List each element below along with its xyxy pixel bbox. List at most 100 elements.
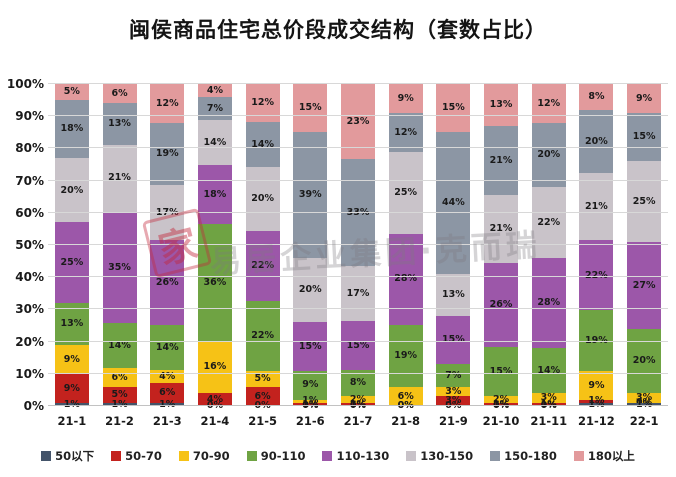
bar-segment: 8%: [340, 370, 375, 397]
bar-segment: 13%: [436, 274, 471, 316]
segment-label: 13%: [108, 118, 131, 130]
bar-column-21-5: 0%6% 5% 22% 22% 20% 14% 12%: [245, 84, 280, 410]
segment-label: 21%: [108, 172, 131, 184]
bar-segment: 15%: [293, 84, 328, 133]
segment-label: 1%: [588, 400, 604, 410]
legend-item: 110-130: [322, 449, 389, 463]
y-axis-tick: 20%: [15, 334, 44, 349]
segment-label: 20%: [251, 193, 274, 205]
bar-column-21-7: 0%1%2%8%15%17%33%23%: [340, 84, 375, 410]
bar-segment: 13%: [54, 302, 89, 345]
x-axis-label: 21-4: [200, 414, 230, 428]
bar-column-21-12: 1%1%9%19%22%21%20%8%: [579, 84, 614, 409]
bar-slot: 0%1%2% 15% 26% 21% 21% 13%: [477, 84, 525, 410]
segment-label: 15%: [441, 102, 465, 114]
x-axis-label: 21-3: [152, 414, 182, 428]
bar-segment: 20%: [293, 257, 328, 323]
bar-segment: 9%: [627, 84, 662, 113]
segment-label: 0%: [207, 401, 223, 411]
bar-segment: 36%: [197, 223, 232, 341]
bar-column-21-2: 1%5% 6% 14% 35% 21% 13% 6%: [102, 84, 137, 409]
bar-segment: 21%: [102, 144, 137, 212]
segment-label: 1%: [350, 400, 366, 410]
x-axis: 21-1 21-2 21-3 21-4 21-5 21-6 21-7 21-8 21-9 21-1…: [48, 414, 668, 428]
segment-label: 15%: [442, 335, 465, 345]
segment-label: 9%: [63, 353, 80, 365]
segment-label: 12%: [251, 97, 274, 109]
segment-label: 19%: [155, 148, 179, 160]
legend-swatch-icon: [573, 451, 584, 461]
bar-segment: 44%: [436, 132, 471, 274]
bar-segment: 12%: [531, 84, 566, 123]
bar-segment: 6%: [102, 367, 137, 387]
gridline: [48, 276, 668, 278]
segment-label: 1%: [64, 400, 80, 410]
segment-label: 21%: [489, 223, 513, 234]
segment-label: 8%: [349, 377, 367, 389]
gridline: [48, 115, 668, 117]
segment-label: 17%: [346, 288, 370, 300]
bar-segment: 14%: [102, 323, 137, 368]
bar-slot: 1% 9% 9% 13% 25% 20% 18% 5%: [48, 84, 96, 409]
bar-segment: 5%: [102, 386, 137, 403]
segment-label: 0%: [302, 401, 318, 411]
legend-item: 150-180: [490, 449, 557, 463]
bar-column-21-9: 0%3%3%7%15%13%44%15%: [436, 84, 471, 410]
bar-segment: 9%: [54, 373, 89, 403]
segment-label: 18%: [60, 123, 84, 135]
bar-segment: 7%: [436, 364, 471, 387]
bar-segment: 26%: [150, 240, 185, 325]
legend-item: 50-70: [111, 449, 162, 463]
bar-segment: 6%: [102, 84, 137, 104]
bar-segment: 12%: [245, 84, 280, 123]
bar-segment: 17%: [340, 266, 375, 322]
bar-segment: 4%: [197, 393, 232, 406]
segment-label: 20%: [298, 284, 322, 296]
x-axis-label: 21-6: [295, 414, 325, 428]
bar-segment: 15%: [627, 113, 662, 162]
segment-label: 14%: [537, 364, 561, 376]
bar-slot: 0%0%6%19%28%25%12%9%: [382, 84, 430, 410]
bar-segment: 14%: [245, 122, 280, 167]
bar-slot: 0%1%3% 14% 28% 22% 20% 12%: [525, 84, 573, 410]
bar-segment: 35%: [102, 211, 137, 324]
segment-label: 0%: [255, 401, 271, 411]
bar-segment: 14%: [197, 119, 232, 166]
bar-segment: 13%: [484, 84, 519, 127]
gridline: [48, 372, 668, 374]
segment-label: 0%: [350, 401, 366, 411]
bar-segment: 39%: [293, 132, 328, 258]
bar-segment: 12%: [150, 84, 185, 124]
segment-label: 28%: [394, 273, 418, 285]
bar-column-21-11: 0%1%3% 14% 28% 22% 20% 12%: [531, 84, 566, 410]
bar-segment: 23%: [340, 84, 375, 159]
segment-label: 5%: [254, 373, 271, 385]
bar-segment: 9%: [579, 370, 614, 400]
segment-label: 3%: [445, 395, 462, 407]
segment-label: 1%: [111, 400, 127, 410]
bar-segment: 3%: [531, 392, 566, 404]
bar-segment: 18%: [197, 165, 232, 224]
bar-segment: 22%: [245, 300, 280, 371]
bar-segment: 21%: [484, 194, 519, 263]
legend-item: 70-90: [178, 449, 230, 463]
plot-area: 1%9%9%13%25%20%18%5%1%5%6%14%35%21%13%6%…: [7, 77, 668, 413]
segment-label: 14%: [108, 339, 131, 351]
bar-segment: 12%: [388, 113, 423, 153]
bar-segment: 7%: [197, 97, 232, 120]
segment-label: 0%: [445, 401, 461, 411]
legend-label: 110-130: [336, 449, 390, 463]
gridline: [48, 308, 668, 310]
legend-swatch-icon: [322, 451, 333, 461]
segment-label: 3%: [540, 392, 557, 404]
bar-column-21-10: 0%1%2% 15% 26% 21% 21% 13%: [484, 84, 519, 410]
segment-label: 9%: [302, 379, 319, 391]
segment-label: 44%: [441, 197, 465, 209]
x-axis-label: 21-1: [57, 414, 87, 428]
bar-slot: 0%3%3%7%15%13%44%15%: [430, 84, 478, 410]
bar-segment: 14%: [150, 324, 185, 371]
segment-label: 9%: [588, 379, 605, 391]
bar-segment: 15%: [293, 322, 328, 371]
segment-label: 8%: [588, 91, 605, 103]
segment-label: 15%: [346, 340, 370, 352]
